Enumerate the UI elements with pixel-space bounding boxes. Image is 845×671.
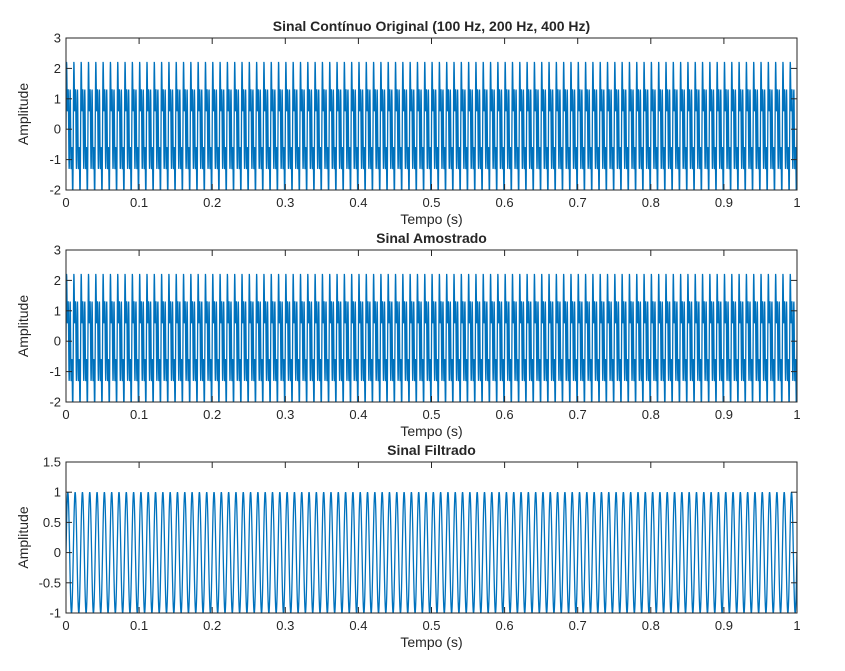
x-tick-label: 0.5: [422, 195, 440, 210]
y-tick-label: 1: [54, 485, 61, 500]
x-tick-label: 0.3: [276, 195, 294, 210]
subplot-filtered-signal: Sinal Filtrado Tempo (s) Amplitude 0 0.1 0…: [15, 442, 801, 650]
x-tick-label: 0.9: [715, 407, 733, 422]
x-tick-label: 0.4: [349, 407, 367, 422]
subplot-sampled-signal: Sinal Amostrado Tempo (s) Amplitude 0 0.1…: [15, 230, 801, 439]
signal-line: [66, 492, 797, 613]
y-tick-label: 2: [54, 61, 61, 76]
y-tick-label: -1: [49, 606, 61, 621]
x-tick-label: 0: [62, 407, 69, 422]
plot-title: Sinal Contínuo Original (100 Hz, 200 Hz,…: [273, 18, 590, 34]
y-axis-label: Amplitude: [15, 83, 31, 145]
x-tick-label: 0.2: [203, 618, 221, 633]
y-tick-label: -2: [49, 183, 61, 198]
x-tick-label: 0.7: [569, 195, 587, 210]
y-tick-label: 1: [54, 303, 61, 318]
y-tick-label: 3: [54, 31, 61, 46]
y-tick-label: 0: [54, 545, 61, 560]
x-tick-label: 0.2: [203, 195, 221, 210]
y-axis-label: Amplitude: [15, 295, 31, 357]
x-tick-label: 0.9: [715, 195, 733, 210]
plot-title: Sinal Amostrado: [376, 230, 487, 246]
x-axis-label: Tempo (s): [400, 211, 462, 227]
x-tick-label: 0.3: [276, 618, 294, 633]
y-tick-label: -2: [49, 395, 61, 410]
x-tick-label: 1: [793, 407, 800, 422]
x-tick-label: 0.1: [130, 618, 148, 633]
x-tick-label: 0.1: [130, 195, 148, 210]
y-tick-label: 1: [54, 91, 61, 106]
y-axis-label: Amplitude: [15, 506, 31, 568]
x-tick-label: 1: [793, 195, 800, 210]
y-tick-label: 3: [54, 243, 61, 258]
x-tick-label: 0.1: [130, 407, 148, 422]
x-tick-label: 0.4: [349, 195, 367, 210]
y-tick-label: 0: [54, 334, 61, 349]
x-axis-label: Tempo (s): [400, 423, 462, 439]
x-tick-label: 0.4: [349, 618, 367, 633]
y-tick-label: 1.5: [43, 455, 61, 470]
x-tick-label: 0.7: [569, 407, 587, 422]
y-tick-label: 2: [54, 273, 61, 288]
x-tick-label: 0.3: [276, 407, 294, 422]
x-tick-label: 0.6: [496, 407, 514, 422]
x-tick-label: 0.5: [422, 407, 440, 422]
x-tick-label: 1: [793, 618, 800, 633]
x-tick-label: 0.6: [496, 618, 514, 633]
x-tick-label: 0.6: [496, 195, 514, 210]
subplot-original-signal: Sinal Contínuo Original (100 Hz, 200 Hz,…: [15, 18, 801, 227]
x-axis-label: Tempo (s): [400, 634, 462, 650]
signal-line: [66, 273, 797, 402]
y-tick-label: -1: [49, 364, 61, 379]
y-tick-label: -0.5: [39, 575, 61, 590]
x-tick-label: 0: [62, 618, 69, 633]
y-tick-label: 0.5: [43, 515, 61, 530]
signal-line: [66, 61, 797, 190]
x-tick-label: 0.8: [642, 407, 660, 422]
x-tick-label: 0.8: [642, 618, 660, 633]
y-tick-label: -1: [49, 152, 61, 167]
x-tick-label: 0.5: [422, 618, 440, 633]
x-tick-label: 0.7: [569, 618, 587, 633]
x-tick-label: 0.2: [203, 407, 221, 422]
x-tick-label: 0.8: [642, 195, 660, 210]
y-tick-label: 0: [54, 122, 61, 137]
plot-title: Sinal Filtrado: [387, 442, 476, 458]
x-tick-label: 0.9: [715, 618, 733, 633]
x-tick-label: 0: [62, 195, 69, 210]
